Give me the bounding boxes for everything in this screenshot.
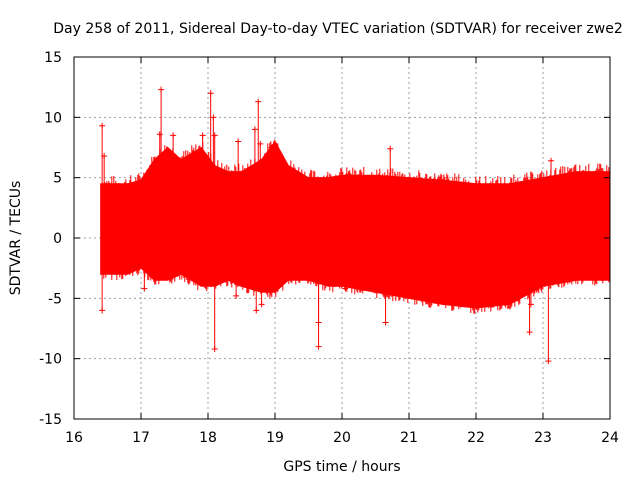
- spike-point: [527, 301, 534, 308]
- spike-point: [315, 343, 322, 350]
- spike-point: [342, 285, 349, 292]
- y-tick-labels: -15 -10 -5 0 5 10 15: [39, 50, 62, 428]
- spike-point: [382, 319, 389, 326]
- x-axis-label: GPS time / hours: [283, 459, 400, 475]
- spike-point: [199, 132, 206, 139]
- spike-point: [207, 90, 214, 97]
- y-tick-label: -15: [39, 412, 62, 428]
- spike-point: [99, 307, 106, 314]
- spike-point: [233, 292, 240, 299]
- spike-point: [101, 152, 108, 159]
- x-tick-label: 19: [266, 430, 284, 446]
- spike-point: [257, 140, 264, 147]
- spike-point: [258, 301, 265, 308]
- y-tick-label: 0: [53, 231, 62, 247]
- y-tick-label: -5: [48, 291, 62, 307]
- x-tick-label: 16: [65, 430, 83, 446]
- chart-title: Day 258 of 2011, Sidereal Day-to-day VTE…: [53, 21, 623, 37]
- x-tick-label: 20: [333, 430, 351, 446]
- spike-point: [268, 144, 275, 151]
- y-tick-label: 5: [53, 171, 62, 187]
- spike-point: [387, 145, 394, 152]
- x-tick-labels: 16 17 18 19 20 21 22 23 24: [65, 430, 619, 446]
- data-layer: [99, 86, 610, 365]
- x-tick-label: 18: [199, 430, 217, 446]
- x-tick-label: 21: [400, 430, 418, 446]
- spike-point: [251, 126, 258, 133]
- spike-point: [545, 358, 552, 365]
- spike-point: [235, 138, 242, 145]
- spike-point: [315, 319, 322, 326]
- spike-point: [253, 307, 260, 314]
- x-tick-label: 22: [467, 430, 485, 446]
- spike-point: [156, 131, 163, 138]
- spike-point: [178, 156, 185, 163]
- spike-point: [345, 171, 352, 178]
- spike-point: [546, 186, 553, 193]
- x-tick-label: 24: [601, 430, 619, 446]
- spike-point: [211, 132, 218, 139]
- spike-point: [255, 98, 262, 105]
- spike-point: [548, 157, 555, 164]
- x-tick-label: 17: [132, 430, 150, 446]
- spike-point: [170, 132, 177, 139]
- spike-point: [99, 122, 106, 129]
- axis-ticks: [73, 56, 611, 420]
- y-tick-label: -10: [39, 352, 62, 368]
- y-tick-label: 10: [44, 110, 62, 126]
- y-axis-label: SDTVAR / TECUs: [8, 181, 24, 296]
- spike-point: [210, 114, 217, 121]
- spike-point: [211, 346, 218, 353]
- spike-point: [158, 86, 165, 93]
- x-tick-label: 23: [534, 430, 552, 446]
- spike-point: [141, 285, 148, 292]
- y-tick-label: 15: [44, 50, 62, 66]
- spike-point: [526, 329, 533, 336]
